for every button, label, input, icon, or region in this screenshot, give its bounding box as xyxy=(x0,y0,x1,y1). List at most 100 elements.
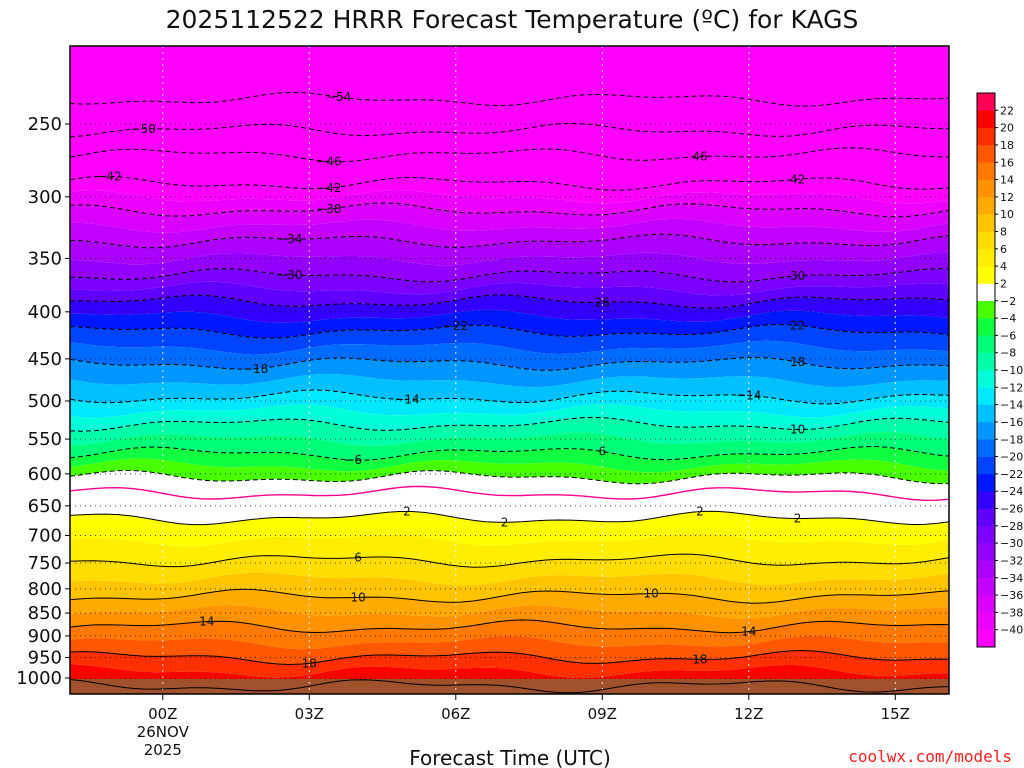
colorbar-swatch xyxy=(977,404,995,423)
temperature-band xyxy=(70,294,949,323)
zero-isotherm-line xyxy=(70,485,949,502)
temperature-band xyxy=(70,390,949,418)
y-tick-label: 450 xyxy=(28,349,62,370)
x-tick-label: 09Z xyxy=(588,705,617,723)
isotherm-line xyxy=(70,122,949,138)
x-tick-label: 00Z xyxy=(148,705,177,723)
x-tick-label: 12Z xyxy=(734,705,763,723)
colorbar-swatch xyxy=(977,525,995,544)
isotherm-label: −30 xyxy=(277,268,302,282)
pressure-axis: 2503003504004505005506006507007508008509… xyxy=(16,114,70,689)
colorbar-label: −16 xyxy=(1000,416,1023,429)
isotherm-label: 18 xyxy=(692,652,707,666)
isotherm-label: −54 xyxy=(326,90,351,104)
colorbar-swatch xyxy=(977,214,995,232)
temperature-band xyxy=(70,234,949,266)
isotherm-label: 2 xyxy=(403,504,411,518)
isotherm-label: 18 xyxy=(790,355,805,369)
isotherm-label: 2 xyxy=(696,505,704,519)
temperature-bands xyxy=(70,46,949,694)
isotherm-line xyxy=(70,233,949,249)
y-tick-label: 400 xyxy=(28,302,62,323)
isotherm-label: −6 xyxy=(344,453,362,467)
colorbar-swatch xyxy=(977,144,995,163)
temperature-band xyxy=(70,324,949,355)
colorbar-label: −26 xyxy=(1000,503,1023,516)
colorbar-label: 22 xyxy=(1000,104,1014,117)
colorbar-swatch xyxy=(977,300,995,319)
colorbar-label: −10 xyxy=(1000,364,1023,377)
isotherm-label: 2 xyxy=(501,515,509,529)
temperature-band xyxy=(70,554,949,586)
y-tick-label: 350 xyxy=(28,248,62,269)
isotherm-line xyxy=(70,175,949,191)
isotherm-label: −22 xyxy=(443,319,468,333)
temperature-band xyxy=(70,404,949,432)
colorbar-swatch xyxy=(977,93,995,111)
plot-frame xyxy=(69,45,950,695)
temperature-band xyxy=(70,650,949,679)
colorbar-label: 8 xyxy=(1000,226,1007,239)
y-tick-label: 800 xyxy=(28,579,62,600)
colorbar-swatch xyxy=(977,421,995,440)
colorbar-label: 4 xyxy=(1000,260,1007,273)
isotherm-label: −42 xyxy=(96,169,121,183)
y-tick-label: 250 xyxy=(28,114,62,135)
colorbar-swatch xyxy=(977,179,995,198)
y-tick-label: 900 xyxy=(28,626,62,647)
isotherm-label: 10 xyxy=(790,422,805,436)
colorbar-swatch xyxy=(977,370,995,388)
colorbar-label: −8 xyxy=(1000,347,1016,360)
isotherm-line xyxy=(70,588,949,604)
temperature-band xyxy=(70,511,949,547)
isotherm-label: 2 xyxy=(794,511,802,525)
isotherm-line xyxy=(70,147,949,163)
isotherm-line xyxy=(70,323,949,339)
colorbar-swatch xyxy=(977,335,995,353)
isotherm-label: 6 xyxy=(354,551,362,565)
isotherm-label: −46 xyxy=(316,154,341,168)
colorbar-swatch xyxy=(977,283,995,302)
isotherm-label: −14 xyxy=(736,388,761,402)
x-tick-label: 03Z xyxy=(295,705,324,723)
temperature-band xyxy=(70,373,949,404)
colorbar-label: −12 xyxy=(1000,381,1023,394)
colorbar-swatch xyxy=(977,491,995,509)
temperature-band xyxy=(70,357,949,388)
x-tick-label: 06Z xyxy=(441,705,470,723)
y-tick-label: 700 xyxy=(28,525,62,546)
colorbar-label: 6 xyxy=(1000,243,1007,256)
colorbar-label: 14 xyxy=(1000,174,1014,187)
colorbar-swatch xyxy=(977,231,995,250)
temperature-band xyxy=(70,46,949,204)
isotherm-line xyxy=(70,619,949,634)
colorbar-label: 2 xyxy=(1000,277,1007,290)
x-tick-label: 15Z xyxy=(881,705,910,723)
isotherm-line xyxy=(70,416,949,432)
colorbar-label: −2 xyxy=(1000,295,1016,308)
colorbar-label: −18 xyxy=(1000,433,1023,446)
colorbar-label: −30 xyxy=(1000,537,1023,550)
isotherm-line xyxy=(70,91,949,107)
isotherm-line xyxy=(70,553,949,568)
isotherm-label: −50 xyxy=(131,122,156,136)
temperature-band xyxy=(70,572,949,604)
colorbar-label: −40 xyxy=(1000,624,1023,637)
temperature-band xyxy=(70,589,949,619)
isotherm-label: 10 xyxy=(643,586,658,600)
colorbar-swatch xyxy=(977,266,995,284)
isotherm-label: 10 xyxy=(350,590,365,604)
isotherm-line xyxy=(70,510,949,526)
colorbar-label: −36 xyxy=(1000,589,1023,602)
temperature-band xyxy=(70,417,949,446)
colorbar-label: 12 xyxy=(1000,191,1014,204)
y-tick-label: 550 xyxy=(28,429,62,450)
temperature-band xyxy=(70,532,949,568)
temperature-band xyxy=(70,605,949,633)
colorbar-label: 16 xyxy=(1000,156,1014,169)
x-tick-sublabel: 2025 xyxy=(144,741,182,759)
isotherm-lines xyxy=(70,91,949,694)
colorbar-swatch xyxy=(977,577,995,596)
temperature-band xyxy=(70,432,949,461)
